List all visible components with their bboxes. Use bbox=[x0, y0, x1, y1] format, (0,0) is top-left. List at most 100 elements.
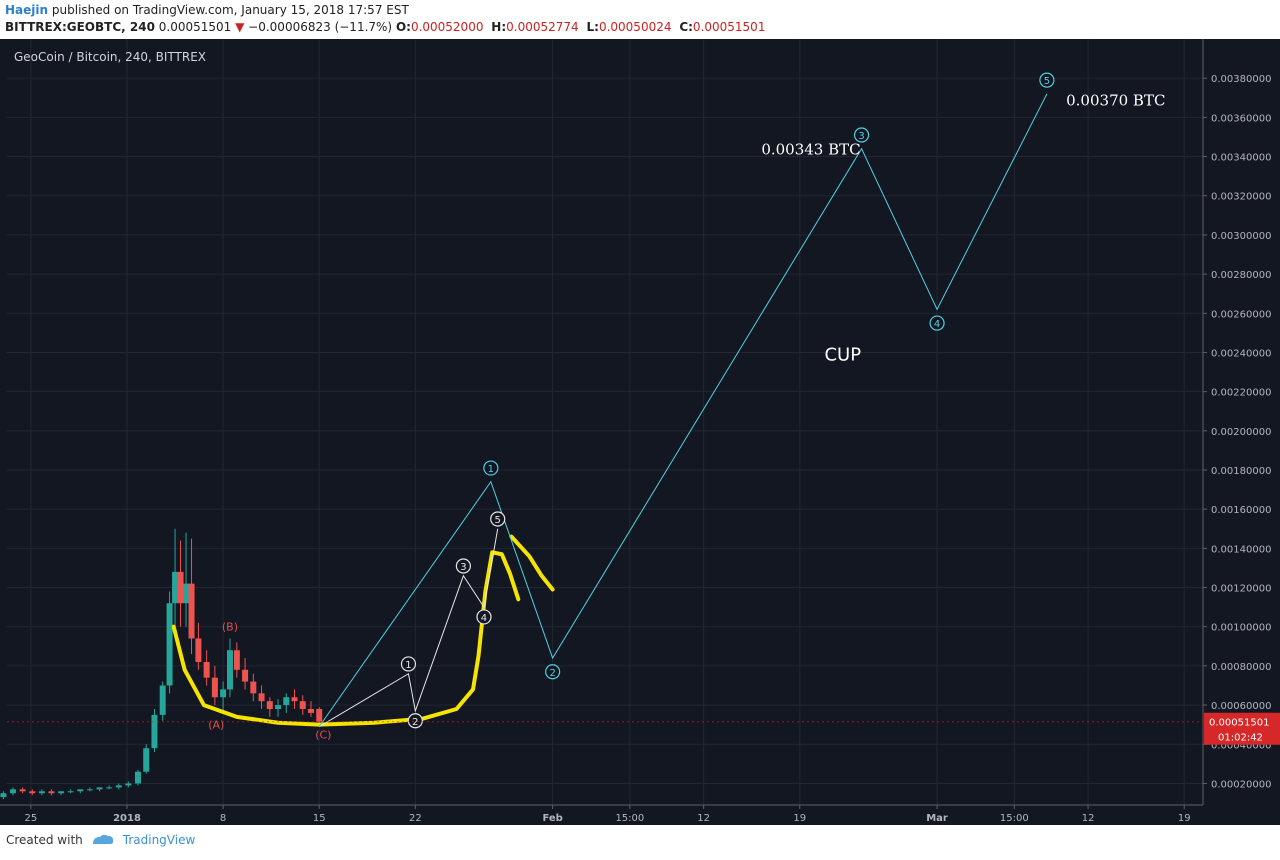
x-tick-label: 25 bbox=[25, 813, 38, 824]
sub-wave-label-text: 2 bbox=[412, 717, 418, 728]
primary-wave-label-text: 1 bbox=[488, 464, 494, 475]
y-tick-label: 0.00220000 bbox=[1211, 388, 1271, 399]
price-change: −0.00006823 (−11.7%) bbox=[248, 20, 393, 34]
candle-body bbox=[29, 791, 36, 794]
candle-body bbox=[266, 701, 273, 710]
primary-wave-label-text: 2 bbox=[549, 668, 555, 679]
chart-panel[interactable]: 0.00020000 0.00040000 0.00060000 0.00080000… bbox=[0, 39, 1280, 825]
y-tick-label: 0.00120000 bbox=[1211, 584, 1271, 595]
primary-wave-label: 2 bbox=[545, 664, 561, 680]
correction-label: (C) bbox=[315, 728, 331, 741]
x-tick-label: Feb bbox=[542, 813, 562, 824]
candle-body bbox=[19, 789, 26, 792]
y-tick-label: 0.00360000 bbox=[1211, 113, 1271, 124]
candle-body bbox=[183, 583, 190, 604]
primary-wave-label-text: 4 bbox=[934, 319, 940, 330]
publish-info: Haejin published on TradingView.com, Jan… bbox=[5, 3, 409, 19]
candle-body bbox=[220, 689, 227, 698]
sub-wave-label-circle bbox=[400, 656, 417, 672]
primary-wave-label-circle bbox=[853, 127, 870, 143]
annotation-text: 0.00370 BTC bbox=[1066, 92, 1165, 110]
tradingview-link[interactable]: TradingView bbox=[122, 833, 196, 847]
candle-body bbox=[106, 787, 113, 789]
low-value: 0.00050024 bbox=[598, 20, 672, 34]
annotation-text: 0.00343 BTC bbox=[761, 141, 860, 159]
candle-body bbox=[291, 697, 298, 702]
candle-body bbox=[195, 638, 202, 662]
candle-body bbox=[166, 603, 173, 686]
candle-body bbox=[226, 650, 233, 690]
primary-wave-label-circle bbox=[483, 460, 499, 476]
correction-label: (B) bbox=[222, 621, 238, 634]
sub-wave-label: 3 bbox=[455, 558, 471, 574]
candle-body bbox=[203, 661, 210, 678]
y-tick-label: 0.00180000 bbox=[1211, 466, 1271, 477]
candle-body bbox=[299, 701, 306, 710]
y-tick-label: 0.00100000 bbox=[1211, 623, 1271, 634]
candle-body bbox=[134, 771, 141, 784]
last-price-label: 0.00051501 bbox=[1209, 718, 1269, 729]
open-value: 0.00052000 bbox=[410, 20, 484, 34]
candle-body bbox=[250, 681, 257, 694]
symbol-label: BITTREX:GEOBTC, 240 bbox=[5, 20, 155, 34]
primary-wave-label: 1 bbox=[483, 460, 499, 476]
primary-wave-label-circle bbox=[929, 315, 945, 331]
high-label: H: bbox=[491, 20, 507, 34]
high-value: 0.00052774 bbox=[506, 20, 579, 34]
y-tick-label: 0.00320000 bbox=[1211, 192, 1271, 203]
x-tick-label: 8 bbox=[220, 813, 226, 824]
primary-wave-label: 4 bbox=[929, 315, 945, 331]
footer: Created with TradingView bbox=[6, 833, 195, 847]
primary-wave-label-circle bbox=[545, 664, 561, 680]
candle-body bbox=[283, 697, 290, 706]
candle-body bbox=[188, 583, 195, 639]
candle-body bbox=[86, 789, 93, 791]
low-label: L: bbox=[586, 20, 599, 34]
candle-body bbox=[159, 685, 166, 715]
y-tick-label: 0.00300000 bbox=[1211, 231, 1271, 242]
candle-body bbox=[258, 693, 265, 702]
primary-wave-label-text: 5 bbox=[1044, 76, 1050, 87]
x-axis-ticks: 25 2018 8 15 22 Feb 15:00 12 19 Mar 15:00 12 19 bbox=[25, 805, 1191, 824]
price-chart[interactable]: 0.00020000 0.00040000 0.00060000 0.00080000… bbox=[0, 39, 1280, 825]
last-price-tag bbox=[1204, 712, 1280, 745]
sub-wave-label: 5 bbox=[490, 511, 506, 527]
last-price: 0.00051501 bbox=[158, 20, 232, 34]
cup-curve bbox=[171, 550, 521, 727]
primary-wave-label-text: 3 bbox=[858, 131, 864, 142]
ohlc-bar: BITTREX:GEOBTC, 240 0.00051501 ▼ −0.0000… bbox=[5, 20, 769, 36]
candle-body bbox=[307, 709, 314, 713]
y-tick-label: 0.00240000 bbox=[1211, 348, 1271, 359]
sub-wave-label-text: 4 bbox=[481, 613, 487, 624]
sub-wave-label: 1 bbox=[400, 656, 417, 672]
sub-wave-label: 4 bbox=[476, 609, 492, 625]
x-tick-label: 12 bbox=[697, 813, 710, 824]
candle-body bbox=[77, 789, 84, 792]
x-tick-label: 15 bbox=[313, 813, 326, 824]
y-tick-label: 0.00380000 bbox=[1211, 74, 1271, 85]
candle-body bbox=[115, 785, 122, 788]
sub-wave-label-circle bbox=[476, 609, 492, 625]
candles bbox=[0, 528, 323, 800]
x-tick-label: 2018 bbox=[113, 813, 141, 824]
sub-wave-label: 2 bbox=[407, 713, 423, 729]
y-tick-label: 0.00340000 bbox=[1211, 153, 1271, 164]
x-tick-label: 19 bbox=[1178, 813, 1191, 824]
open-label: O: bbox=[395, 20, 411, 34]
author-link[interactable]: Haejin bbox=[5, 3, 49, 17]
sub-wave-label-text: 3 bbox=[460, 562, 466, 573]
candle-body bbox=[242, 669, 249, 682]
y-tick-label: 0.00160000 bbox=[1211, 505, 1271, 516]
y-tick-label: 0.00060000 bbox=[1211, 701, 1271, 712]
candle-body bbox=[151, 714, 158, 749]
annotation-text: CUP bbox=[824, 344, 861, 365]
primary-wave-label-circle bbox=[1039, 72, 1055, 88]
candle-body bbox=[211, 677, 218, 698]
candle-body bbox=[177, 571, 184, 604]
candle-body bbox=[233, 650, 240, 670]
sub-wave-label-circle bbox=[455, 558, 471, 574]
sub-wave-label-circle bbox=[490, 511, 506, 527]
x-tick-label: 12 bbox=[1082, 813, 1095, 824]
y-tick-label: 0.00020000 bbox=[1211, 779, 1271, 790]
candle-body bbox=[172, 571, 179, 604]
